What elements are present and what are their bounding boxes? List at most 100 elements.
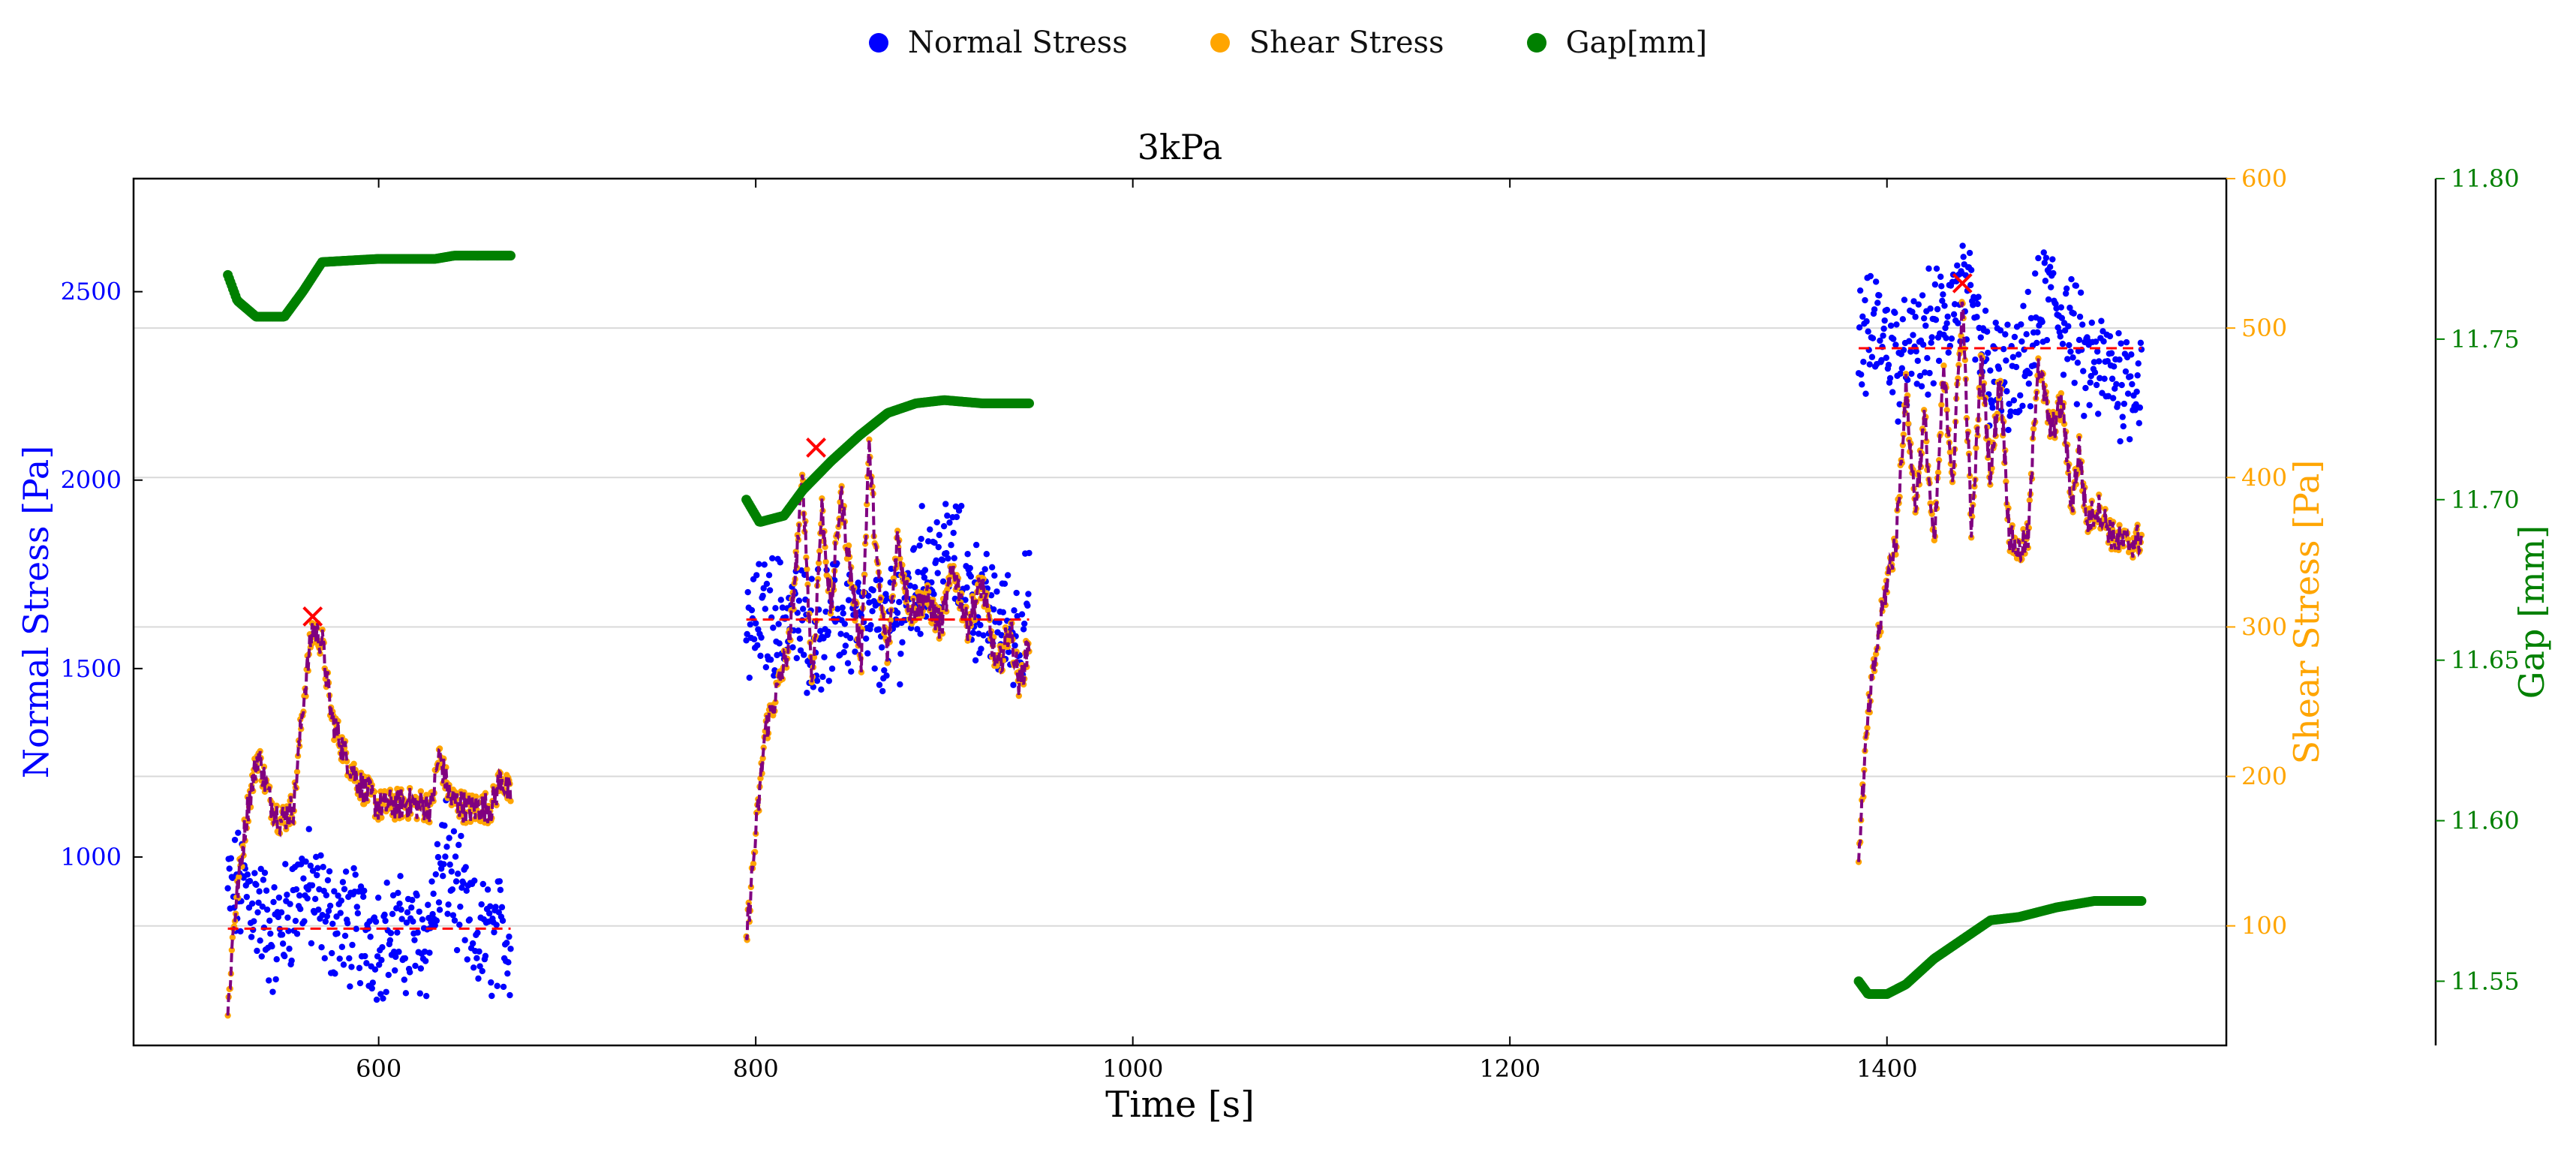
normal-stress-point	[426, 949, 433, 956]
normal-stress-point	[432, 871, 439, 878]
normal-stress-point	[987, 591, 995, 599]
shear-stress-point	[1943, 407, 1950, 414]
normal-stress-point	[772, 605, 779, 612]
normal-stress-point	[1925, 391, 1931, 398]
normal-stress-point	[450, 828, 458, 835]
normal-stress-point	[801, 651, 807, 658]
normal-stress-point	[2064, 356, 2071, 362]
normal-stress-point	[496, 878, 503, 885]
normal-stress-point	[414, 929, 421, 936]
normal-stress-point	[1960, 254, 1967, 260]
normal-stress-point	[796, 635, 804, 642]
normal-stress-point	[448, 868, 455, 875]
normal-stress-point	[368, 985, 375, 992]
normal-stress-point	[1931, 281, 1939, 288]
normal-stress-point	[392, 953, 399, 961]
normal-stress-point	[488, 979, 494, 986]
normal-stress-point	[977, 621, 984, 629]
normal-stress-point	[1878, 356, 1885, 364]
normal-stress-point	[2018, 338, 2025, 345]
normal-stress-point	[2136, 420, 2142, 427]
y-gap-axis-label: Gap [mm]	[2511, 525, 2552, 699]
normal-stress-point	[2057, 304, 2065, 311]
normal-stress-point	[939, 578, 947, 585]
normal-stress-point	[2100, 338, 2107, 345]
normal-stress-point	[331, 888, 338, 895]
shear-stress-point	[293, 769, 301, 775]
normal-stress-point	[2109, 375, 2116, 382]
normal-stress-point	[332, 970, 338, 977]
normal-stress-point	[980, 632, 987, 639]
normal-stress-point	[349, 941, 356, 949]
normal-stress-point	[478, 901, 485, 908]
normal-stress-point	[367, 934, 374, 940]
legend-marker-gap	[1526, 33, 1547, 53]
normal-stress-point	[292, 917, 299, 925]
normal-stress-point	[1913, 347, 1919, 355]
normal-stress-point	[466, 916, 473, 923]
normal-stress-point	[307, 862, 314, 869]
normal-stress-point	[386, 937, 394, 944]
normal-stress-point	[1863, 318, 1870, 325]
normal-stress-point	[1859, 313, 1866, 320]
normal-stress-point	[1892, 341, 1899, 348]
normal-stress-point	[266, 917, 273, 924]
normal-stress-point	[315, 906, 322, 913]
normal-stress-point	[2076, 336, 2083, 344]
normal-stress-point	[2136, 404, 2144, 411]
normal-stress-point	[463, 887, 470, 895]
normal-stress-point	[939, 557, 946, 564]
shear-peak-marker	[806, 438, 826, 458]
normal-stress-point	[746, 674, 753, 681]
normal-stress-point	[493, 922, 500, 928]
normal-stress-point	[2082, 384, 2089, 392]
normal-stress-point	[793, 654, 800, 662]
normal-stress-point	[1932, 317, 1940, 323]
normal-stress-point	[865, 592, 872, 600]
normal-stress-point	[401, 955, 409, 962]
normal-stress-point	[1933, 265, 1940, 272]
normal-stress-point	[1983, 328, 1991, 335]
normal-stress-point	[762, 663, 770, 671]
normal-stress-point	[436, 907, 443, 913]
normal-stress-point	[897, 681, 903, 688]
normal-stress-point	[825, 628, 831, 636]
normal-stress-point	[412, 962, 419, 970]
normal-stress-point	[284, 914, 291, 921]
normal-stress-point	[263, 906, 271, 913]
normal-stress-point	[1987, 367, 1994, 374]
normal-stress-point	[275, 913, 282, 921]
normal-stress-point	[2122, 368, 2130, 375]
normal-stress-point	[743, 637, 750, 644]
normal-stress-point	[338, 943, 346, 950]
gap-point	[506, 251, 516, 261]
normal-stress-point	[2081, 413, 2088, 420]
normal-stress-point	[443, 844, 450, 850]
normal-stress-point	[912, 584, 918, 591]
normal-stress-point	[503, 940, 510, 946]
normal-stress-point	[1943, 335, 1949, 341]
normal-stress-point	[278, 909, 285, 916]
shear-stress-point	[804, 566, 810, 573]
normal-stress-point	[455, 841, 462, 849]
normal-stress-point	[2018, 321, 2024, 328]
normal-stress-point	[425, 901, 431, 908]
normal-stress-point	[1997, 327, 2004, 334]
normal-stress-point	[1898, 365, 1905, 371]
normal-stress-point	[2049, 256, 2056, 263]
normal-stress-point	[446, 861, 453, 868]
normal-stress-point	[381, 911, 388, 919]
normal-stress-point	[237, 928, 244, 935]
normal-stress-point	[828, 665, 836, 672]
normal-stress-point	[1883, 306, 1891, 314]
normal-stress-point	[2073, 401, 2081, 408]
normal-stress-point	[2115, 329, 2122, 337]
normal-stress-point	[759, 592, 766, 600]
normal-stress-point	[498, 904, 506, 911]
shear-stress-point	[2057, 417, 2064, 424]
shear-stress-point	[861, 571, 868, 579]
normal-stress-point	[413, 892, 420, 899]
normal-stress-point	[226, 865, 233, 872]
normal-stress-point	[981, 566, 988, 573]
normal-stress-point	[1857, 371, 1865, 378]
